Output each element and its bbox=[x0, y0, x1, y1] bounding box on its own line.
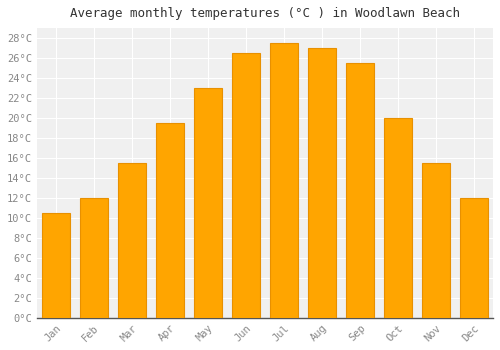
Bar bbox=[270, 43, 298, 318]
Bar bbox=[422, 163, 450, 318]
Bar bbox=[384, 118, 412, 318]
Bar bbox=[308, 48, 336, 318]
Bar bbox=[118, 163, 146, 318]
Bar bbox=[232, 53, 260, 318]
Bar bbox=[80, 198, 108, 318]
Title: Average monthly temperatures (°C ) in Woodlawn Beach: Average monthly temperatures (°C ) in Wo… bbox=[70, 7, 460, 20]
Bar bbox=[194, 88, 222, 318]
Bar bbox=[346, 63, 374, 318]
Bar bbox=[460, 198, 488, 318]
Bar bbox=[156, 123, 184, 318]
Bar bbox=[42, 213, 70, 318]
